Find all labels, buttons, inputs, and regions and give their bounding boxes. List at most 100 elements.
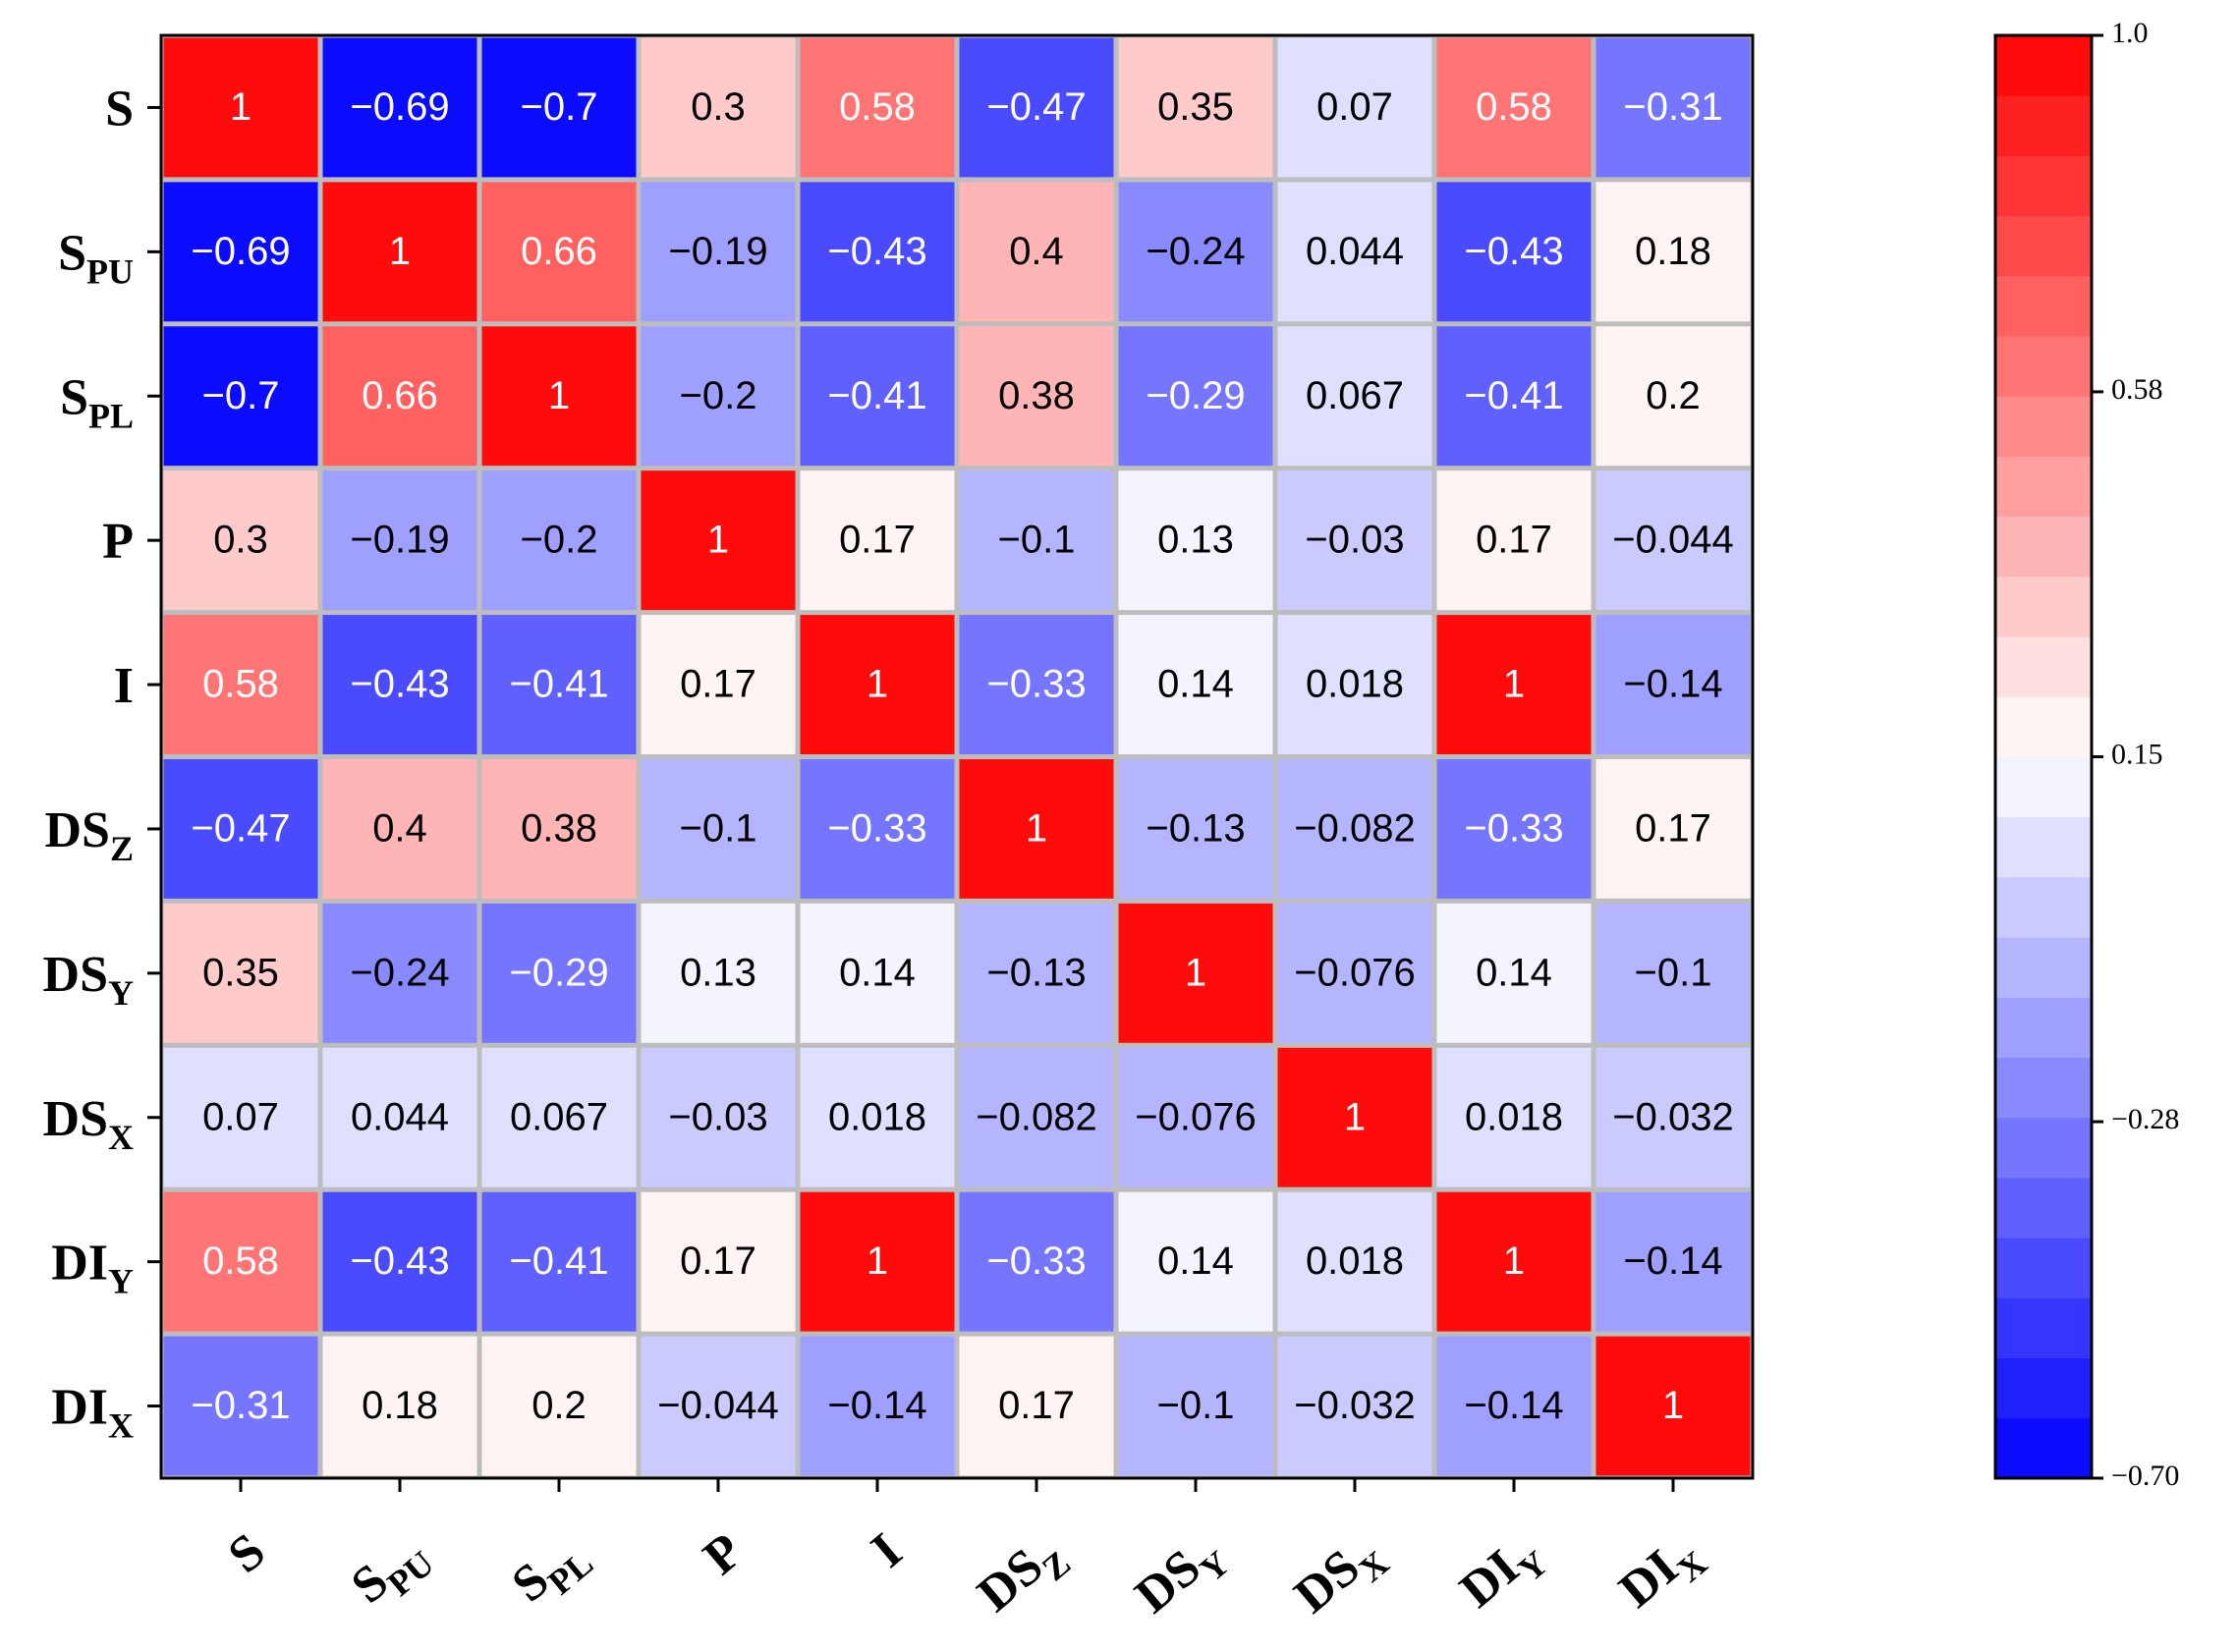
cell-label: −0.41 [827,374,926,417]
label-sub: Z [110,829,134,868]
axis-label: DIY [1450,1523,1555,1626]
heatmap-cell [1436,182,1592,322]
cell-label: −0.032 [1294,1384,1415,1427]
cell-label: 0.13 [1157,519,1234,562]
axis-label: I [862,1523,913,1579]
heatmap-cell [481,182,637,322]
colorbar-band [1995,396,2092,457]
heatmap-cell [1595,326,1751,467]
colorbar-tick-label: −0.70 [2111,1459,2179,1492]
heatmap-cell [1595,37,1751,178]
cell-label: 0.17 [680,1239,756,1283]
cell-label: −0.044 [657,1384,778,1427]
label-text: DS [1125,1539,1211,1624]
heatmap-cell [322,1336,477,1476]
heatmap-cell [322,903,477,1043]
axis-label: SPU [341,1523,441,1623]
cell-label: 1 [1185,951,1206,994]
label-text: DI [51,1380,108,1436]
colorbar-band [1995,937,2092,998]
colorbar-band [1995,1238,2092,1298]
cell-label: 0.66 [362,374,438,417]
label-text: DI [51,1236,108,1292]
cell-label: −0.69 [191,230,290,273]
cell-label: −0.03 [668,1095,767,1138]
heatmap-cell [959,1336,1114,1476]
cell-label: −0.14 [1464,1384,1563,1427]
label-text: P [694,1523,754,1586]
cell-label: 0.2 [532,1384,587,1427]
cell-label: 0.018 [1465,1095,1563,1138]
label-text: DS [1284,1539,1371,1624]
cell-label: 0.3 [691,85,746,129]
heatmap-cell [481,903,637,1043]
cell-label: 0.067 [510,1095,608,1138]
heatmap-cell [1277,326,1432,467]
colorbar-band [1995,275,2092,337]
heatmap-cell [1118,759,1273,899]
cell-label: 0.17 [998,1384,1075,1427]
axis-label: DSZ [968,1523,1078,1630]
heatmap-cell [481,470,637,611]
heatmap-cell [641,326,796,467]
heatmap-cell [641,903,796,1043]
cell-label: 1 [1344,1095,1366,1138]
cell-label: −0.7 [521,85,598,129]
cell-label: 0.3 [213,519,268,562]
cell-label: −0.7 [202,374,280,417]
cell-label: 0.18 [1635,230,1711,273]
heatmap-cell [959,615,1114,754]
cell-label: 0.17 [680,663,756,706]
cell-label: −0.076 [1135,1095,1256,1138]
cell-label: 0.17 [1476,519,1552,562]
cell-label: 0.35 [1157,85,1234,129]
heatmap-cell [163,903,318,1043]
axis-label: SPL [60,369,134,435]
heatmap-cell [959,1191,1114,1332]
colorbar-band [1995,1057,2092,1119]
cell-label: 0.38 [998,374,1075,417]
cell-label: −0.43 [1464,230,1563,273]
heatmap-cell [1436,1336,1592,1476]
cell-label: −0.19 [350,519,449,562]
heatmap-cell [959,182,1114,322]
cell-label: 0.58 [202,663,279,706]
cell-label: 0.18 [362,1384,438,1427]
label-text: S [105,81,134,137]
cell-label: −0.41 [509,1239,608,1283]
label-sub: Y [108,973,134,1013]
axis-label: DIX [1609,1523,1714,1626]
heatmap-cell [1118,615,1273,754]
colorbar-band [1995,1357,2092,1419]
cell-label: 0.044 [351,1095,449,1138]
cell-label: −0.29 [509,951,608,994]
colorbar-band [1995,155,2092,217]
cell-label: −0.13 [1146,807,1245,851]
axis-label: S [105,81,134,137]
heatmap-cell [1436,1047,1592,1187]
heatmap-cell [641,1191,796,1332]
cell-label: −0.29 [1146,374,1245,417]
cell-label: −0.2 [521,519,598,562]
heatmap-cell [481,1047,637,1187]
cell-label: −0.69 [350,85,449,129]
colorbar-band [1995,456,2092,518]
cell-label: −0.33 [1464,807,1563,851]
heatmap-cell [1277,903,1432,1043]
axis-label: SPU [58,225,134,291]
plot-frame [159,33,1755,1480]
cell-label: −0.2 [680,374,757,417]
heatmap-cell [1118,1191,1273,1332]
label-sub: Y [108,1262,134,1301]
colorbar-tick-label: 0.15 [2111,738,2163,770]
cell-label: −0.43 [827,230,926,273]
cell-label: 0.4 [372,807,427,851]
heatmap-cell [1595,182,1751,322]
heatmap-cell [959,759,1114,899]
cell-label: −0.044 [1612,519,1733,562]
cell-label: −0.47 [191,807,290,851]
heatmap-cell [641,1336,796,1476]
heatmap-cell [1118,326,1273,467]
cell-label: 0.14 [1157,663,1234,706]
heatmap-cell [959,326,1114,467]
